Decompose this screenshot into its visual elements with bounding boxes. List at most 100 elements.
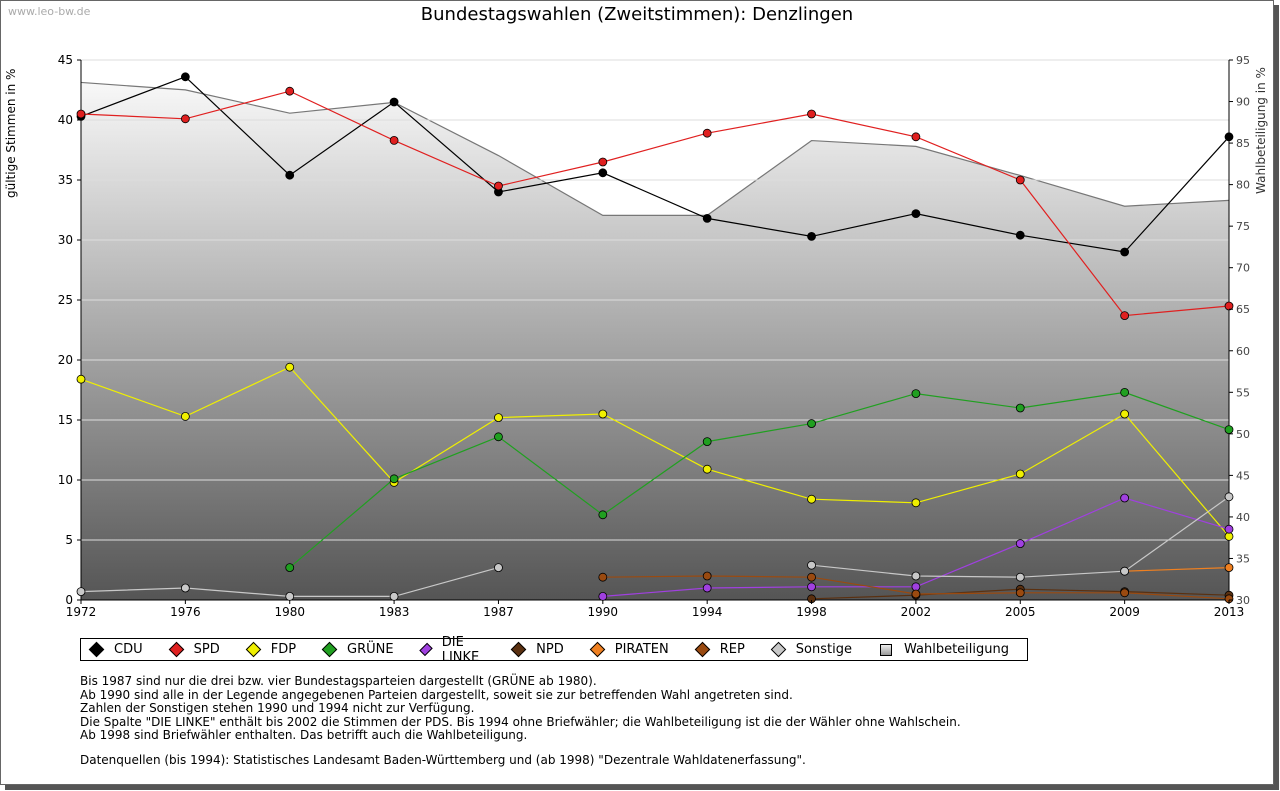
- point-rep: [1120, 588, 1130, 598]
- point-piraten: [1224, 563, 1234, 572]
- legend-item-turnout: Wahlbeteiligung: [879, 642, 1009, 657]
- x-tick-label: 1976: [170, 605, 201, 619]
- y-right-tick-label: 60: [1236, 345, 1250, 358]
- legend-marker-icon: [694, 641, 710, 658]
- point-sonstige: [1224, 492, 1234, 502]
- legend: CDU SPD FDP GRÜNE DIE LINKE NPD PIRATEN REP Sons…: [80, 635, 1028, 665]
- x-tick-label: 1980: [274, 605, 305, 619]
- legend-item: REP: [694, 641, 745, 658]
- point-die-linke: [807, 582, 816, 592]
- y-right-tick-label: 80: [1236, 179, 1250, 192]
- x-tick-label: 1972: [66, 605, 97, 619]
- y-right-tick-label: 50: [1236, 428, 1250, 441]
- legend-item: CDU: [88, 641, 143, 658]
- point-sonstige: [285, 592, 295, 601]
- y-tick-label: 30: [58, 233, 73, 247]
- point-sonstige: [76, 587, 86, 596]
- point-cdu: [1015, 230, 1025, 240]
- legend-label: NPD: [536, 642, 564, 657]
- point-cdu: [1224, 132, 1234, 142]
- notes: Bis 1987 sind nur die drei bzw. vier Bun…: [80, 674, 961, 743]
- point-spd: [1224, 301, 1234, 311]
- point-fdp: [285, 362, 295, 372]
- point-fdp: [180, 411, 190, 421]
- point-spd: [180, 114, 190, 124]
- legend-marker-icon: [321, 641, 338, 658]
- legend-label: REP: [719, 642, 745, 657]
- point-cdu: [180, 72, 190, 82]
- legend-square-icon: [879, 643, 892, 656]
- x-tick-label: 1994: [692, 605, 723, 619]
- note-line: Zahlen der Sonstigen stehen 1990 und 199…: [80, 701, 475, 715]
- point-sonstige: [1120, 566, 1130, 576]
- point-die-linke: [1224, 524, 1234, 534]
- legend-item: FDP: [245, 641, 296, 658]
- y-right-tick-label: 65: [1236, 303, 1250, 316]
- legend-label: CDU: [114, 642, 143, 657]
- legend-item: DIE LINKE: [418, 635, 486, 665]
- point-gr-ne: [494, 432, 503, 442]
- point-sonstige: [389, 592, 399, 601]
- x-tick-label: 1998: [796, 605, 827, 619]
- x-tick-label: 2013: [1214, 605, 1245, 619]
- point-gr-ne: [702, 437, 712, 447]
- point-cdu: [389, 97, 399, 107]
- x-tick-label: 1987: [483, 605, 514, 619]
- point-gr-ne: [807, 419, 816, 429]
- y-right-tick-label: 55: [1236, 386, 1250, 399]
- point-spd: [1015, 175, 1025, 185]
- source-note: Datenquellen (bis 1994): Statistisches L…: [80, 753, 806, 767]
- chart-title: Bundestagswahlen (Zweitstimmen): Denzlin…: [420, 4, 854, 25]
- point-gr-ne: [1224, 425, 1234, 435]
- series-line-gr-ne: [289, 391, 1230, 569]
- point-die-linke: [1120, 493, 1130, 503]
- y-right-tick-label: 90: [1236, 96, 1250, 109]
- legend-marker-icon: [88, 641, 105, 658]
- point-cdu: [598, 168, 608, 178]
- point-fdp: [911, 498, 921, 508]
- turnout-area: [81, 82, 1229, 600]
- note-line: Bis 1987 sind nur die drei bzw. vier Bun…: [80, 674, 597, 688]
- legend-marker-icon: [245, 641, 261, 658]
- legend-marker-icon: [418, 642, 433, 657]
- legend-item: NPD: [510, 641, 564, 658]
- point-spd: [494, 181, 503, 191]
- y-tick-label: 35: [58, 173, 73, 187]
- x-tick-label: 2002: [901, 605, 932, 619]
- point-spd: [911, 132, 921, 142]
- y-right-tick-label: 95: [1236, 54, 1250, 67]
- point-spd: [389, 135, 399, 145]
- legend-label: Sonstige: [795, 642, 852, 657]
- legend-label: GRÜNE: [347, 642, 394, 657]
- series-line-cdu: [80, 76, 1230, 253]
- point-spd: [807, 109, 816, 119]
- y-right-tick-label: 45: [1236, 469, 1250, 482]
- point-rep: [598, 572, 608, 582]
- x-tick-label: 2009: [1109, 605, 1140, 619]
- legend-marker-icon: [589, 641, 606, 658]
- point-spd: [1120, 311, 1130, 321]
- y-right-tick-label: 75: [1236, 220, 1250, 233]
- point-die-linke: [702, 583, 712, 593]
- point-rep: [1015, 588, 1025, 598]
- point-sonstige: [180, 583, 190, 593]
- y-right-tick-label: 70: [1236, 262, 1250, 275]
- point-cdu: [911, 209, 921, 219]
- legend-item: Sonstige: [770, 641, 852, 658]
- point-die-linke: [598, 592, 608, 601]
- point-fdp: [598, 409, 608, 419]
- y-tick-label: 5: [65, 533, 73, 547]
- x-tick-label: 2005: [1005, 605, 1036, 619]
- legend-item: SPD: [168, 641, 220, 658]
- legend-marker-icon: [510, 641, 527, 658]
- note-line: Ab 1998 sind Briefwähler enthalten. Das …: [80, 728, 528, 742]
- legend-marker-icon: [168, 641, 184, 658]
- point-spd: [285, 86, 295, 96]
- point-fdp: [1224, 532, 1234, 541]
- y-tick-label: 15: [58, 413, 73, 427]
- point-cdu: [285, 170, 295, 180]
- point-fdp: [702, 464, 712, 474]
- series-line-spd: [80, 90, 1230, 317]
- legend-item: GRÜNE: [321, 641, 394, 658]
